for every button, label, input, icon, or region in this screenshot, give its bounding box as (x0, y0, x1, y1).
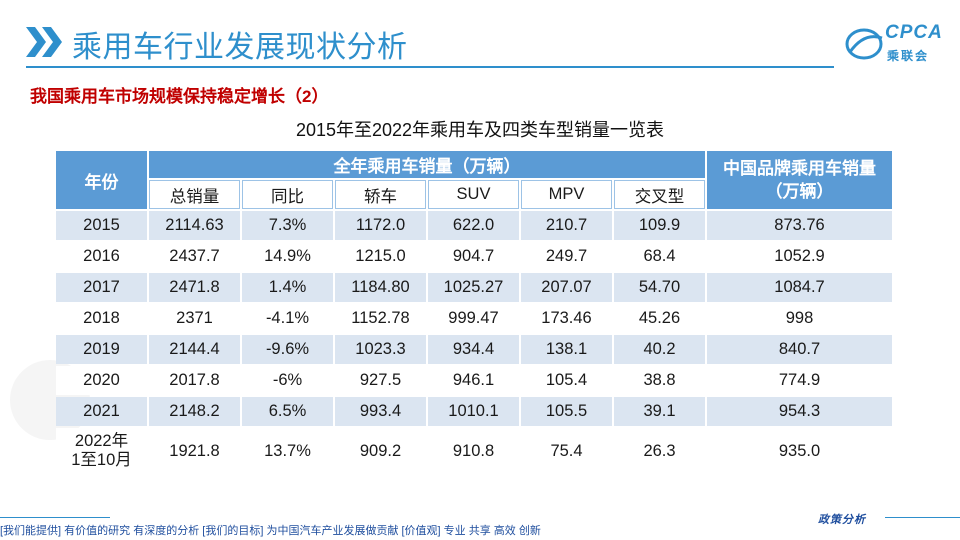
table-caption: 2015年至2022年乘用车及四类车型销量一览表 (295, 120, 665, 140)
table-row: 2018 2371 -4.1% 1152.78 999.47 173.46 45… (56, 304, 892, 333)
cell-suv: 1025.27 (428, 273, 519, 302)
cell-mpv: 75.4 (521, 428, 612, 474)
cell-crossover: 109.9 (614, 211, 705, 240)
cell-total: 2371 (149, 304, 240, 333)
header-year: 年份 (56, 151, 147, 209)
cell-mpv: 138.1 (521, 335, 612, 364)
cell-year: 2015 (56, 211, 147, 240)
cell-crossover: 40.2 (614, 335, 705, 364)
cell-mpv: 105.4 (521, 366, 612, 395)
cell-suv: 910.8 (428, 428, 519, 474)
table-row: 2020 2017.8 -6% 927.5 946.1 105.4 38.8 7… (56, 366, 892, 395)
cell-total: 2471.8 (149, 273, 240, 302)
cell-mpv: 173.46 (521, 304, 612, 333)
cell-crossover: 39.1 (614, 397, 705, 426)
cell-mpv: 210.7 (521, 211, 612, 240)
section-subtitle: 我国乘用车市场规模保持稳定增长（2） (30, 87, 329, 106)
cell-sedan: 1172.0 (335, 211, 426, 240)
cell-sedan: 1023.3 (335, 335, 426, 364)
table-row: 2016 2437.7 14.9% 1215.0 904.7 249.7 68.… (56, 242, 892, 271)
cell-yoy: -9.6% (242, 335, 333, 364)
cell-year-line1: 2022年 (74, 432, 129, 450)
cell-sedan: 927.5 (335, 366, 426, 395)
cell-brand: 840.7 (707, 335, 892, 364)
cell-brand: 774.9 (707, 366, 892, 395)
table-row: 2021 2148.2 6.5% 993.4 1010.1 105.5 39.1… (56, 397, 892, 426)
cell-yoy: 7.3% (242, 211, 333, 240)
cell-brand: 935.0 (707, 428, 892, 474)
cell-year: 2019 (56, 335, 147, 364)
cell-suv: 946.1 (428, 366, 519, 395)
logo-text: CPCA (885, 22, 943, 43)
cell-mpv: 105.5 (521, 397, 612, 426)
cell-sedan: 1215.0 (335, 242, 426, 271)
cell-total: 1921.8 (149, 428, 240, 474)
cell-yoy: -4.1% (242, 304, 333, 333)
subheader-sedan: 轿车 (335, 180, 426, 209)
cell-total: 2437.7 (149, 242, 240, 271)
footer-slogan: [我们能提供] 有价值的研究 有深度的分析 [我们的目标] 为中国汽车产业发展做… (0, 525, 541, 537)
subheader-yoy: 同比 (242, 180, 333, 209)
cell-brand: 954.3 (707, 397, 892, 426)
cell-suv: 934.4 (428, 335, 519, 364)
cell-suv: 999.47 (428, 304, 519, 333)
cell-year: 2018 (56, 304, 147, 333)
cell-total: 2017.8 (149, 366, 240, 395)
footer-divider-left (0, 517, 110, 518)
cell-crossover: 38.8 (614, 366, 705, 395)
cell-sedan: 1152.78 (335, 304, 426, 333)
cell-brand: 873.76 (707, 211, 892, 240)
cell-year: 2020 (56, 366, 147, 395)
footer-divider-right (885, 517, 960, 518)
cell-sedan: 909.2 (335, 428, 426, 474)
footer-section-label: 政策分析 (818, 514, 866, 526)
table-row: 2022年 1至10月 1921.8 13.7% 909.2 910.8 75.… (56, 428, 892, 474)
page-title: 乘用车行业发展现状分析 (72, 31, 408, 64)
subheader-mpv: MPV (521, 180, 612, 209)
cell-crossover: 54.70 (614, 273, 705, 302)
cell-mpv: 249.7 (521, 242, 612, 271)
cell-suv: 1010.1 (428, 397, 519, 426)
logo-subtext: 乘联会 (887, 49, 930, 63)
cell-yoy: 1.4% (242, 273, 333, 302)
cell-mpv: 207.07 (521, 273, 612, 302)
table-row: 2019 2144.4 -9.6% 1023.3 934.4 138.1 40.… (56, 335, 892, 364)
cell-brand: 998 (707, 304, 892, 333)
cell-year: 2016 (56, 242, 147, 271)
cell-total: 2114.63 (149, 211, 240, 240)
table-row: 2015 2114.63 7.3% 1172.0 622.0 210.7 109… (56, 211, 892, 240)
cell-crossover: 45.26 (614, 304, 705, 333)
cell-brand: 1052.9 (707, 242, 892, 271)
cell-year: 2022年 1至10月 (56, 428, 147, 474)
cell-year: 2017 (56, 273, 147, 302)
header-sales-group: 全年乘用车销量（万辆） (149, 151, 705, 178)
cell-year-line2: 1至10月 (71, 451, 132, 469)
cell-crossover: 68.4 (614, 242, 705, 271)
cell-yoy: 6.5% (242, 397, 333, 426)
title-divider (26, 66, 834, 68)
sales-table: 年份 全年乘用车销量（万辆） 中国品牌乘用车销量（万辆） 总销量 同比 轿车 S… (54, 149, 894, 476)
subheader-total: 总销量 (149, 180, 240, 209)
subheader-crossover: 交叉型 (614, 180, 705, 209)
cell-suv: 622.0 (428, 211, 519, 240)
cell-total: 2148.2 (149, 397, 240, 426)
subheader-suv: SUV (428, 180, 519, 209)
header-brand-sales: 中国品牌乘用车销量（万辆） (707, 151, 892, 209)
cell-yoy: -6% (242, 366, 333, 395)
cell-yoy: 13.7% (242, 428, 333, 474)
cell-sedan: 993.4 (335, 397, 426, 426)
cell-yoy: 14.9% (242, 242, 333, 271)
cell-crossover: 26.3 (614, 428, 705, 474)
cell-suv: 904.7 (428, 242, 519, 271)
cell-total: 2144.4 (149, 335, 240, 364)
chevron-double-icon (26, 27, 62, 57)
cell-brand: 1084.7 (707, 273, 892, 302)
cpca-logo-icon (845, 28, 883, 60)
table-row: 2017 2471.8 1.4% 1184.80 1025.27 207.07 … (56, 273, 892, 302)
cell-sedan: 1184.80 (335, 273, 426, 302)
cell-year: 2021 (56, 397, 147, 426)
